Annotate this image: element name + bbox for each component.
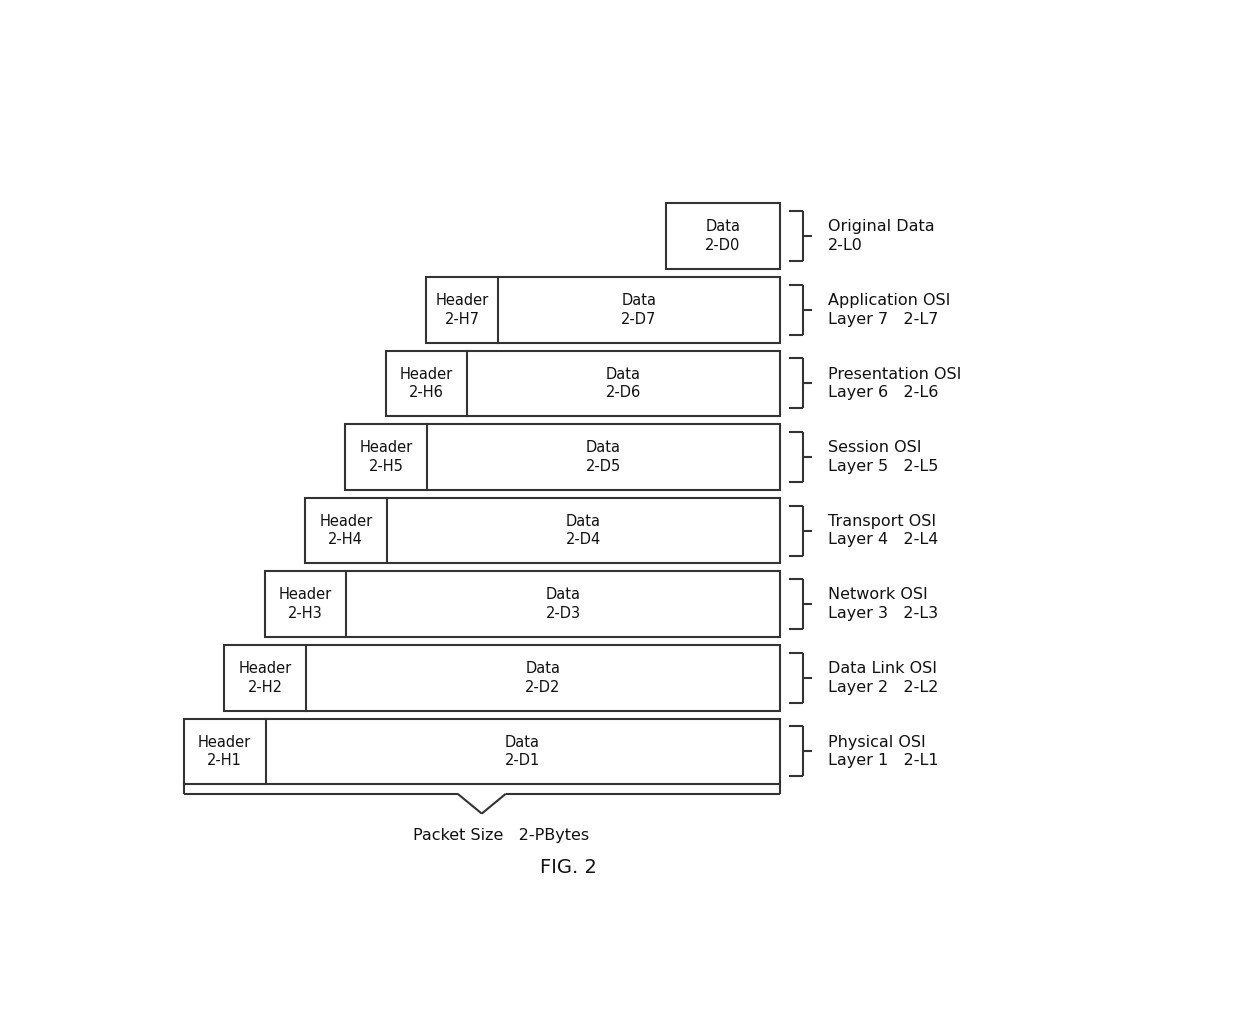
- FancyBboxPatch shape: [386, 351, 780, 416]
- Text: Presentation OSI
Layer 6   2-L6: Presentation OSI Layer 6 2-L6: [828, 367, 961, 400]
- Text: Data Link OSI
Layer 2   2-L2: Data Link OSI Layer 2 2-L2: [828, 661, 939, 695]
- Text: Data
2-D3: Data 2-D3: [546, 587, 580, 621]
- Text: Header
2-H5: Header 2-H5: [360, 440, 413, 474]
- Text: Header
2-H1: Header 2-H1: [198, 735, 252, 768]
- Text: Header
2-H7: Header 2-H7: [435, 293, 489, 327]
- FancyBboxPatch shape: [305, 498, 780, 563]
- Text: Data
2-D0: Data 2-D0: [706, 219, 740, 253]
- Text: Header
2-H2: Header 2-H2: [238, 661, 291, 695]
- Text: Application OSI
Layer 7   2-L7: Application OSI Layer 7 2-L7: [828, 293, 950, 327]
- Text: Data
2-D4: Data 2-D4: [565, 514, 600, 548]
- FancyBboxPatch shape: [345, 425, 780, 490]
- Text: Physical OSI
Layer 1   2-L1: Physical OSI Layer 1 2-L1: [828, 735, 939, 768]
- Text: Data
2-D5: Data 2-D5: [585, 440, 621, 474]
- Text: Original Data
2-L0: Original Data 2-L0: [828, 219, 934, 253]
- Text: Data
2-D6: Data 2-D6: [606, 367, 641, 400]
- FancyBboxPatch shape: [184, 719, 780, 784]
- FancyBboxPatch shape: [666, 204, 780, 269]
- Text: Session OSI
Layer 5   2-L5: Session OSI Layer 5 2-L5: [828, 440, 939, 474]
- Text: Header
2-H4: Header 2-H4: [319, 514, 372, 548]
- Text: Data
2-D1: Data 2-D1: [505, 735, 541, 768]
- Text: Data
2-D7: Data 2-D7: [621, 293, 656, 327]
- Text: Transport OSI
Layer 4   2-L4: Transport OSI Layer 4 2-L4: [828, 514, 939, 548]
- FancyBboxPatch shape: [224, 645, 780, 710]
- Text: Data
2-D2: Data 2-D2: [525, 661, 560, 695]
- Text: Network OSI
Layer 3   2-L3: Network OSI Layer 3 2-L3: [828, 587, 937, 621]
- Text: Header
2-H6: Header 2-H6: [399, 367, 453, 400]
- Text: FIG. 2: FIG. 2: [539, 858, 596, 877]
- FancyBboxPatch shape: [427, 277, 780, 342]
- Text: Header
2-H3: Header 2-H3: [279, 587, 332, 621]
- FancyBboxPatch shape: [264, 572, 780, 637]
- Text: Packet Size   2-PBytes: Packet Size 2-PBytes: [413, 828, 589, 843]
